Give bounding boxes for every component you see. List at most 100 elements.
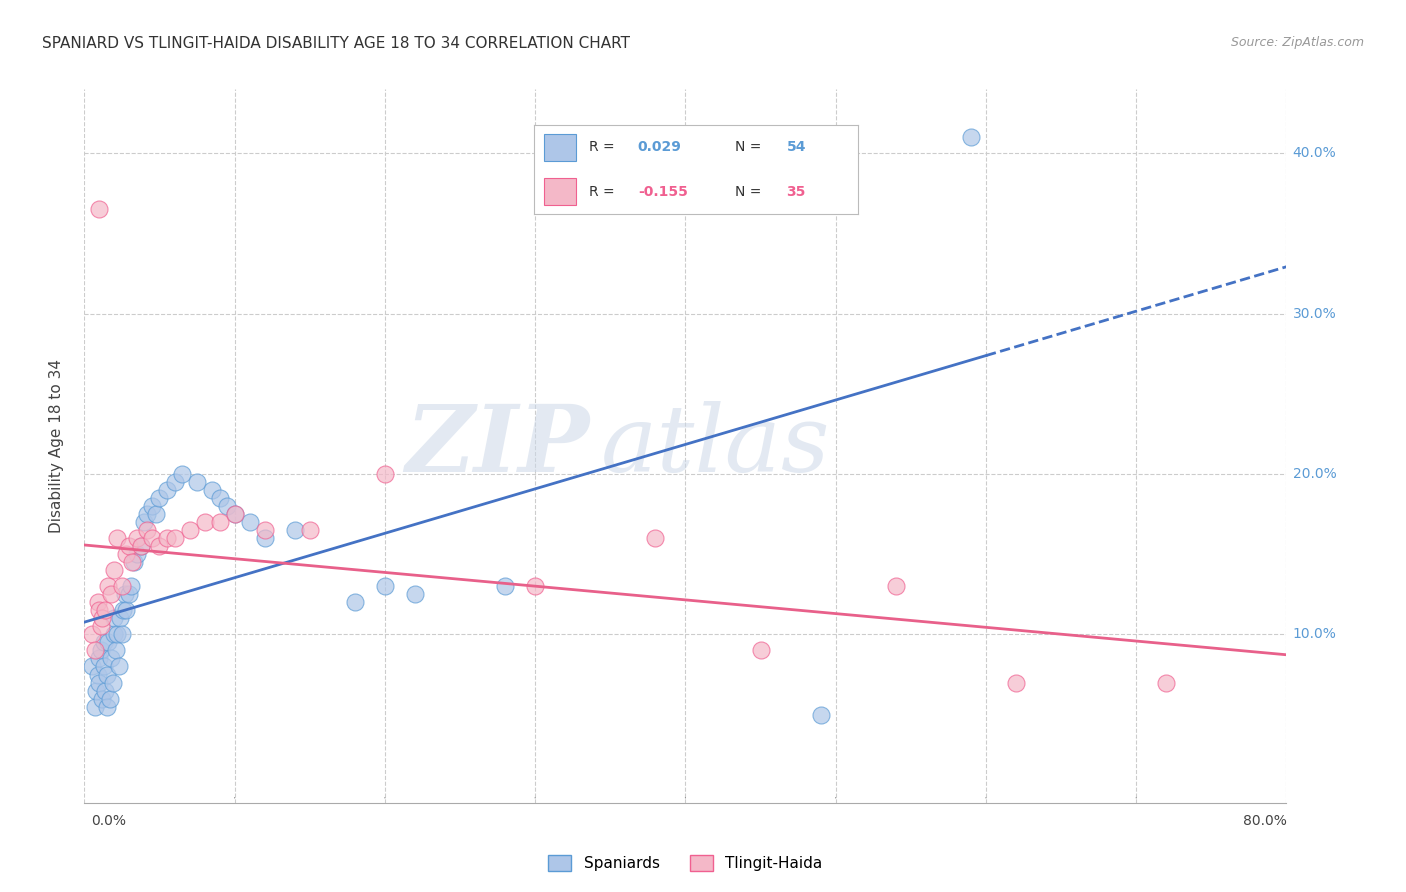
Point bbox=[94, 683, 117, 698]
Point bbox=[131, 539, 153, 553]
Point bbox=[810, 707, 832, 722]
Point bbox=[208, 515, 231, 529]
Point bbox=[118, 539, 141, 553]
Point bbox=[94, 603, 117, 617]
Point bbox=[125, 547, 148, 561]
Point bbox=[91, 611, 114, 625]
Point bbox=[524, 579, 547, 593]
Text: Source: ZipAtlas.com: Source: ZipAtlas.com bbox=[1230, 36, 1364, 49]
Text: R =: R = bbox=[589, 185, 619, 199]
Point bbox=[148, 539, 170, 553]
Point bbox=[1005, 675, 1028, 690]
Point bbox=[80, 627, 103, 641]
Text: 0.029: 0.029 bbox=[638, 140, 682, 154]
Point bbox=[89, 202, 111, 217]
Point bbox=[141, 499, 163, 513]
Point bbox=[98, 691, 121, 706]
Point bbox=[107, 531, 129, 545]
Point bbox=[103, 563, 125, 577]
Point bbox=[122, 555, 145, 569]
Point bbox=[96, 667, 118, 681]
Point bbox=[104, 643, 127, 657]
Point bbox=[148, 491, 170, 505]
Point bbox=[136, 507, 159, 521]
Point bbox=[179, 523, 201, 537]
Text: 0.0%: 0.0% bbox=[91, 814, 127, 828]
Point bbox=[494, 579, 516, 593]
Text: R =: R = bbox=[589, 140, 619, 154]
Point bbox=[145, 507, 167, 521]
Point bbox=[156, 483, 179, 497]
Point bbox=[141, 531, 163, 545]
Text: 30.0%: 30.0% bbox=[1292, 307, 1336, 321]
Point bbox=[298, 523, 321, 537]
Point bbox=[115, 547, 138, 561]
Point bbox=[208, 491, 231, 505]
Point bbox=[97, 579, 120, 593]
Point bbox=[224, 507, 246, 521]
Point bbox=[374, 467, 396, 481]
Point bbox=[284, 523, 307, 537]
Point bbox=[131, 539, 153, 553]
Point bbox=[100, 651, 122, 665]
Point bbox=[97, 635, 120, 649]
Y-axis label: Disability Age 18 to 34: Disability Age 18 to 34 bbox=[49, 359, 63, 533]
Point bbox=[90, 619, 112, 633]
Point bbox=[156, 531, 179, 545]
Point bbox=[86, 683, 108, 698]
Point bbox=[136, 523, 159, 537]
Text: 54: 54 bbox=[786, 140, 806, 154]
Point bbox=[87, 667, 110, 681]
Text: 80.0%: 80.0% bbox=[1243, 814, 1286, 828]
Text: 10.0%: 10.0% bbox=[1292, 627, 1336, 641]
Point bbox=[374, 579, 396, 593]
Point bbox=[89, 651, 111, 665]
Point bbox=[83, 643, 105, 657]
Point bbox=[91, 691, 114, 706]
Point bbox=[186, 475, 208, 489]
Point bbox=[87, 595, 110, 609]
Point bbox=[111, 579, 134, 593]
Point bbox=[134, 515, 156, 529]
Point bbox=[644, 531, 666, 545]
Point bbox=[194, 515, 217, 529]
Text: 35: 35 bbox=[786, 185, 806, 199]
Point bbox=[749, 643, 772, 657]
Point bbox=[80, 659, 103, 673]
Point bbox=[103, 627, 125, 641]
Point bbox=[239, 515, 262, 529]
Point bbox=[108, 659, 131, 673]
Point bbox=[121, 555, 143, 569]
Text: 20.0%: 20.0% bbox=[1292, 467, 1336, 481]
Point bbox=[107, 627, 129, 641]
Point bbox=[93, 659, 115, 673]
Point bbox=[163, 531, 186, 545]
FancyBboxPatch shape bbox=[544, 134, 576, 161]
FancyBboxPatch shape bbox=[544, 178, 576, 205]
Text: atlas: atlas bbox=[602, 401, 831, 491]
Point bbox=[114, 587, 136, 601]
Point bbox=[1156, 675, 1178, 690]
Point bbox=[960, 130, 983, 145]
Point bbox=[100, 587, 122, 601]
Point bbox=[118, 587, 141, 601]
Point bbox=[115, 603, 138, 617]
Point bbox=[120, 579, 142, 593]
Point bbox=[884, 579, 907, 593]
Point bbox=[89, 603, 111, 617]
Point bbox=[125, 531, 148, 545]
Text: -0.155: -0.155 bbox=[638, 185, 688, 199]
Point bbox=[343, 595, 366, 609]
Point bbox=[404, 587, 426, 601]
Point bbox=[201, 483, 224, 497]
Text: ZIP: ZIP bbox=[405, 401, 589, 491]
Point bbox=[96, 699, 118, 714]
Point bbox=[163, 475, 186, 489]
Point bbox=[103, 611, 125, 625]
Point bbox=[253, 523, 276, 537]
Point bbox=[217, 499, 239, 513]
Point bbox=[112, 603, 135, 617]
Legend: Spaniards, Tlingit-Haida: Spaniards, Tlingit-Haida bbox=[543, 849, 828, 877]
Text: SPANIARD VS TLINGIT-HAIDA DISABILITY AGE 18 TO 34 CORRELATION CHART: SPANIARD VS TLINGIT-HAIDA DISABILITY AGE… bbox=[42, 36, 630, 51]
Point bbox=[90, 643, 112, 657]
